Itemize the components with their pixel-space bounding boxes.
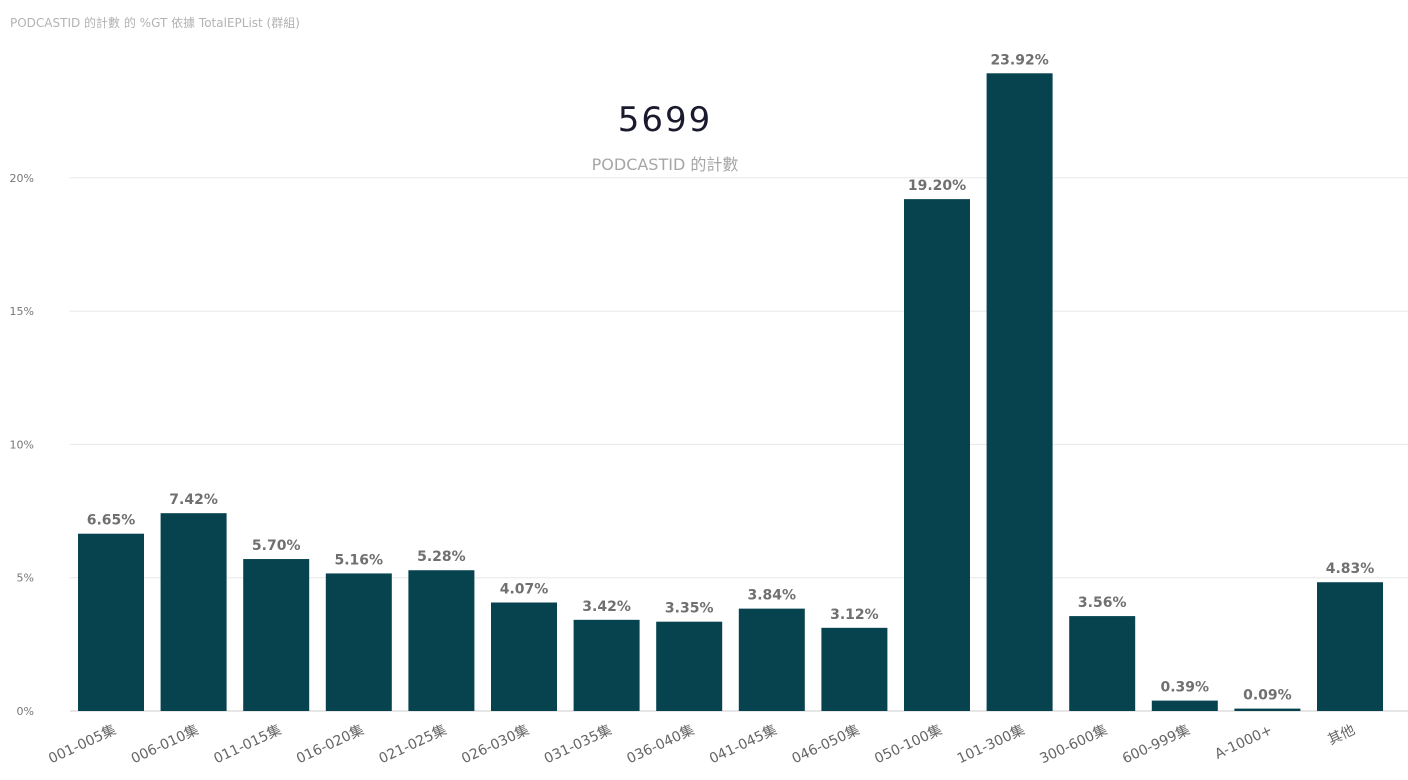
data-label: 3.56% (1078, 595, 1127, 611)
bar-600-999集[interactable] (1151, 700, 1218, 711)
x-tick-label: 021-025集 (376, 721, 449, 767)
x-tick-label: A-1000+ (1212, 722, 1275, 763)
data-label: 4.83% (1326, 561, 1375, 577)
data-label: 6.65% (87, 513, 136, 529)
data-label: 4.07% (500, 581, 549, 597)
bar-300-600集[interactable] (1069, 616, 1136, 711)
kpi-value: 5699 (617, 100, 713, 140)
x-tick-label: 016-020集 (294, 721, 367, 767)
x-tick-label: 600-999集 (1120, 721, 1193, 767)
x-tick-label: 006-010集 (128, 721, 201, 767)
data-label: 7.42% (169, 492, 218, 508)
bars: 6.65% 7.42% 5.70% 5.16% 5.28% 4.07% 3.42% 3.35%… (78, 52, 1383, 712)
data-label: 5.28% (417, 549, 466, 565)
kpi-label: PODCASTID 的計數 (591, 155, 739, 174)
data-label: 3.12% (830, 607, 879, 623)
data-label: 5.70% (252, 538, 301, 554)
bar-001-005集[interactable] (78, 533, 144, 711)
x-tick-label: 050-100集 (872, 721, 945, 767)
data-label: 3.35% (665, 601, 714, 617)
x-tick-label: 031-035集 (541, 721, 614, 767)
y-tick-label: 10% (10, 438, 34, 451)
bar-026-030集[interactable] (491, 602, 557, 711)
x-tick-label: 011-015集 (211, 721, 284, 767)
data-label: 23.92% (990, 52, 1048, 68)
bar-031-035集[interactable] (573, 619, 640, 711)
y-tick-label: 5% (17, 572, 34, 585)
bar-A-1000+[interactable] (1234, 708, 1301, 711)
x-tick-label: 046-050集 (789, 721, 862, 767)
x-tick-label: 其他 (1326, 722, 1358, 748)
x-tick-label: 026-030集 (459, 721, 532, 767)
bar-101-300集[interactable] (986, 73, 1053, 712)
x-tick-label: 036-040集 (624, 721, 697, 767)
data-label: 19.20% (908, 178, 966, 194)
bar-021-025集[interactable] (408, 570, 475, 711)
bar-036-040集[interactable] (656, 621, 723, 711)
data-label: 0.09% (1243, 688, 1292, 704)
data-label: 3.84% (748, 588, 797, 604)
chart-title: PODCASTID 的計數 的 %GT 依據 TotalEPList (群組) (10, 16, 300, 30)
data-label: 0.39% (1161, 680, 1210, 696)
x-tick-label: 001-005集 (46, 721, 119, 767)
y-tick-label: 20% (10, 172, 34, 185)
bar-050-100集[interactable] (904, 199, 970, 712)
x-tick-label: 300-600集 (1037, 721, 1110, 767)
y-tick-label: 15% (10, 305, 34, 318)
x-tick-label: 041-045集 (707, 721, 780, 767)
y-tick-label: 0% (17, 705, 34, 718)
bar-046-050集[interactable] (821, 627, 888, 711)
data-label: 5.16% (335, 552, 384, 568)
x-tick-label: 101-300集 (954, 721, 1027, 767)
data-label: 3.42% (582, 599, 631, 615)
bar-041-045集[interactable] (738, 608, 805, 711)
bar-011-015集[interactable] (243, 559, 310, 711)
bar-006-010集[interactable] (160, 513, 227, 711)
bar-其他[interactable] (1317, 582, 1383, 711)
bar-016-020集[interactable] (325, 573, 392, 711)
